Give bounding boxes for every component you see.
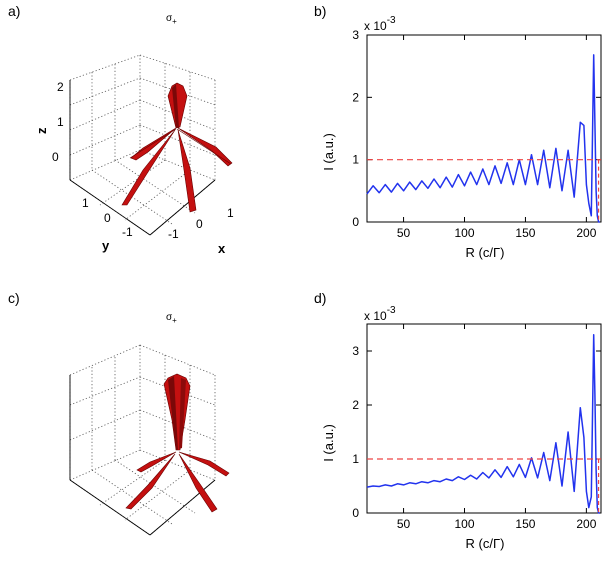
panel-b-label: b)	[314, 3, 326, 19]
panel-a-label: a)	[8, 3, 20, 19]
panel-d-plot: 50 100 150 200 0 1 2 3	[352, 323, 602, 531]
panel-a-xlabel: x	[218, 241, 226, 256]
panel-a-lobe-left-lower	[121, 129, 176, 206]
panel-c-3d-grid	[69, 344, 216, 536]
panel-c: c) σ+	[8, 290, 230, 536]
panel-d-ytick-label: 2	[352, 398, 359, 412]
panel-c-lobe-top-shade	[168, 376, 178, 450]
panel-a-ytick-0: 0	[104, 211, 111, 225]
panel-b-xtick-label: 150	[515, 226, 535, 240]
panel-d-xtick-label: 100	[454, 517, 474, 531]
panel-a-xtick-neg1: -1	[168, 227, 179, 241]
panel-b-ytick-label: 1	[352, 153, 359, 167]
panel-c-radiation-lobes	[125, 373, 230, 513]
panel-b-ytick-label: 3	[352, 28, 359, 42]
panel-a-lobe-top-shade	[172, 84, 179, 128]
panel-d-ylabel: I (a.u.)	[321, 424, 336, 462]
panel-a-ztick-neg1: 0	[52, 150, 59, 164]
panel-c-lobe-top-ridge	[179, 378, 186, 449]
panel-d-ytick-label: 1	[352, 452, 359, 466]
panel-d-ytick-label: 0	[352, 506, 359, 520]
panel-d-xtick-label: 50	[397, 517, 411, 531]
panel-d-label: d)	[314, 290, 326, 306]
panel-d-axes-box	[366, 323, 602, 514]
panel-c-title: σ+	[166, 312, 177, 325]
panel-b-axes-box	[366, 34, 602, 223]
panel-c-lobe-left-upper	[136, 451, 177, 473]
panel-b-plot: 50 100 150 200 0 1 2 3	[352, 28, 602, 240]
panel-a-ylabel: y	[102, 238, 110, 253]
panel-d-scale-factor: x 10-3	[364, 305, 396, 323]
panel-c-lobe-right-upper	[178, 451, 230, 477]
panel-a-ztick-0: 1	[57, 115, 64, 129]
panel-b: b) x 10-3 50 100 150 200 0 1 2 3 I (a.u.) R (c/…	[314, 3, 602, 260]
panel-a-radiation-lobes	[121, 82, 233, 213]
panel-b-xtick-label: 50	[397, 226, 411, 240]
panel-b-xlabel: R (c/Γ)	[466, 245, 505, 260]
panel-d: d) x 10-3 50 100 150 200 0 1 2 3 I (a.u.) R (c/…	[314, 290, 602, 551]
panel-c-3d-box-edges	[69, 375, 216, 536]
panel-a-zlabel: z	[34, 127, 49, 134]
panel-a-xtick-0: 0	[196, 217, 203, 231]
panel-b-xtick-label: 100	[454, 226, 474, 240]
panel-c-label: c)	[8, 290, 20, 306]
panel-a-lobe-right-lower	[177, 129, 197, 213]
panel-a-3d-box-edges	[69, 80, 216, 236]
panel-d-ytick-label: 3	[352, 344, 359, 358]
panel-c-lobe-left-lower	[125, 453, 176, 510]
panel-d-xlabel: R (c/Γ)	[466, 536, 505, 551]
panel-b-xtick-label: 200	[576, 226, 596, 240]
panel-b-scale-factor: x 10-3	[364, 15, 396, 33]
panel-d-xtick-label: 150	[515, 517, 535, 531]
panel-a-title: σ+	[166, 13, 177, 26]
panel-a-lobe-right-upper	[177, 127, 233, 167]
panel-b-ylabel: I (a.u.)	[321, 133, 336, 171]
panel-a: a) σ+	[8, 3, 234, 256]
panel-a-ytick-1: 1	[82, 196, 89, 210]
panel-a-ytick-neg1: -1	[122, 225, 133, 239]
panel-b-ytick-label: 2	[352, 90, 359, 104]
panel-d-xtick-label: 200	[576, 517, 596, 531]
panel-d-series-intensity	[366, 334, 600, 514]
panel-a-xtick-1: 1	[227, 206, 234, 220]
panel-b-ytick-label: 0	[352, 215, 359, 229]
panel-a-ztick-1: 2	[57, 80, 64, 94]
panel-b-series-intensity	[366, 54, 600, 223]
panel-c-lobe-right-lower	[178, 453, 218, 513]
